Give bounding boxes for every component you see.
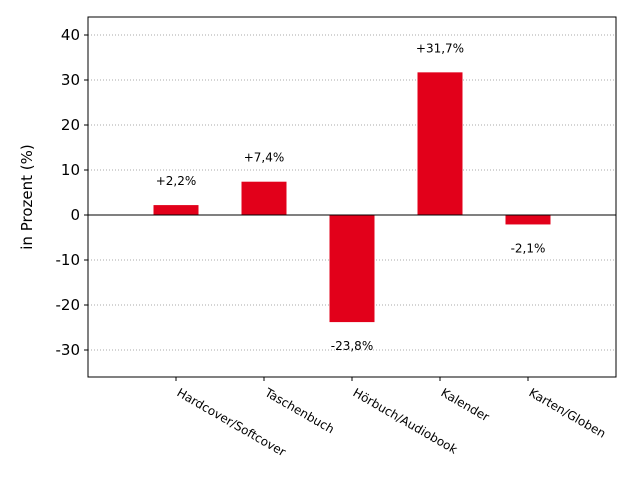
data-labels: +2,2% +7,4% -23,8% +31,7% -2,1% bbox=[156, 41, 546, 353]
y-tick-label: 0 bbox=[70, 206, 80, 224]
bars bbox=[153, 72, 551, 323]
bar bbox=[329, 215, 375, 323]
bar bbox=[153, 205, 199, 215]
y-tick-label: -10 bbox=[56, 251, 81, 269]
y-axis-title: in Prozent (%) bbox=[18, 144, 36, 249]
x-tick-label: Kalender bbox=[439, 385, 492, 424]
plot-frame bbox=[87, 16, 617, 378]
y-tick-label: 10 bbox=[61, 161, 80, 179]
data-label: +2,2% bbox=[156, 174, 197, 188]
data-label: -2,1% bbox=[511, 241, 546, 255]
y-tick-label: -20 bbox=[56, 296, 81, 314]
data-label: -23,8% bbox=[331, 339, 373, 353]
bar bbox=[241, 181, 287, 215]
x-tick-label: Taschenbuch bbox=[262, 385, 337, 436]
y-tick-label: 20 bbox=[61, 116, 80, 134]
y-axis-ticks: -30 -20 -10 0 10 20 30 40 bbox=[56, 26, 88, 359]
data-label: +7,4% bbox=[244, 151, 285, 165]
bar bbox=[417, 72, 463, 215]
bar bbox=[505, 215, 551, 225]
y-tick-label: 30 bbox=[61, 71, 80, 89]
y-tick-label: 40 bbox=[61, 26, 80, 44]
x-tick-label: Karten/Globen bbox=[527, 385, 609, 440]
data-label: +31,7% bbox=[416, 41, 464, 55]
y-tick-label: -30 bbox=[56, 341, 81, 359]
